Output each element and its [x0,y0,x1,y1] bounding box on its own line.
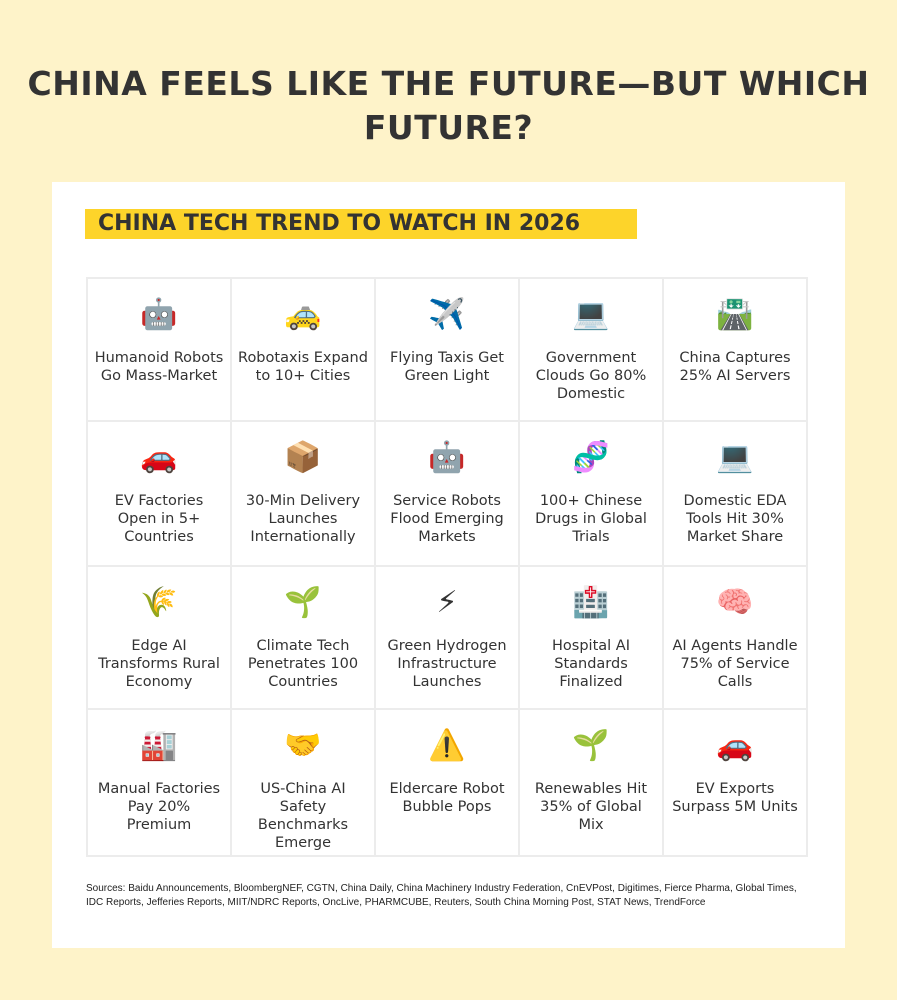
trend-cell: 🧠 AI Agents Handle 75% of Service Calls [663,566,807,709]
car-icon: 🚗 [716,728,754,763]
factory-icon: 🏭 [140,728,178,763]
seedling-icon: 🌱 [572,728,610,763]
brain-icon: 🧠 [716,585,754,620]
hospital-icon: 🏥 [572,585,610,620]
trend-label: Flying Taxis Get Green Light [390,350,504,384]
trend-card: CHINA TECH TREND TO WATCH IN 2026 🤖 Human… [52,182,845,948]
trend-label: Hospital AI Standards Finalized [552,638,630,690]
trend-label: Edge AI Transforms Rural Economy [98,638,220,690]
trend-label: China Captures 25% AI Servers [679,350,791,384]
trend-cell: ⚡ Green Hydrogen Infrastructure Launches [375,566,519,709]
wheat-icon: 🌾 [140,585,178,620]
trend-cell: 🌱 Climate Tech Penetrates 100 Countries [231,566,375,709]
trend-grid: 🤖 Humanoid Robots Go Mass-Market 🚕 Robotaxi… [86,277,808,857]
car-icon: 🚗 [140,440,178,475]
trend-cell: 🚕 Robotaxis Expand to 10+ Cities [231,278,375,421]
warning-icon: ⚠️ [428,728,466,763]
airplane-icon: ✈️ [428,297,466,332]
robot-icon: 🤖 [428,440,466,475]
lightning-icon: ⚡ [436,585,458,620]
trend-cell: 🌱 Renewables Hit 35% of Global Mix [519,709,663,856]
page-title: CHINA FEELS LIKE THE FUTURE—BUT WHICH FU… [27,64,870,147]
trend-label: Green Hydrogen Infrastructure Launches [387,638,507,690]
robot-icon: 🤖 [140,297,178,332]
trend-label: 30-Min Delivery Launches Internationally [245,493,361,545]
trend-label: Renewables Hit 35% of Global Mix [534,781,648,833]
trend-label: Service Robots Flood Emerging Markets [390,493,504,545]
trend-cell: 🏭 Manual Factories Pay 20% Premium [87,709,231,856]
trend-label: Humanoid Robots Go Mass-Market [94,350,224,384]
trend-cell: 🌾 Edge AI Transforms Rural Economy [87,566,231,709]
trend-label: AI Agents Handle 75% of Service Calls [672,638,798,690]
trend-cell: 🧬 100+ Chinese Drugs in Global Trials [519,421,663,566]
trend-label: Robotaxis Expand to 10+ Cities [238,350,368,384]
trend-cell: 💻 Domestic EDA Tools Hit 30% Market Share [663,421,807,566]
section-banner: CHINA TECH TREND TO WATCH IN 2026 [85,209,637,239]
trend-cell: 🛣️ China Captures 25% AI Servers [663,278,807,421]
trend-cell: 📦 30-Min Delivery Launches Internationall… [231,421,375,566]
road-icon: 🛣️ [716,297,754,332]
trend-cell: 🏥 Hospital AI Standards Finalized [519,566,663,709]
trend-label: US-China AI Safety Benchmarks Emerge [257,781,349,851]
taxi-icon: 🚕 [284,297,322,332]
trend-label: Government Clouds Go 80% Domestic [535,350,647,402]
trend-label: EV Factories Open in 5+ Countries [114,493,204,545]
handshake-icon: 🤝 [284,728,322,763]
trend-label: Climate Tech Penetrates 100 Countries [247,638,359,690]
trend-cell: 🤖 Service Robots Flood Emerging Markets [375,421,519,566]
trend-label: Eldercare Robot Bubble Pops [389,781,505,815]
package-icon: 📦 [284,440,322,475]
trend-label: EV Exports Surpass 5M Units [672,781,798,815]
trend-cell: 🚗 EV Factories Open in 5+ Countries [87,421,231,566]
trend-label: Domestic EDA Tools Hit 30% Market Share [683,493,787,545]
seedling-icon: 🌱 [284,585,322,620]
trend-cell: ⚠️ Eldercare Robot Bubble Pops [375,709,519,856]
trend-cell: ✈️ Flying Taxis Get Green Light [375,278,519,421]
trend-cell: 🤖 Humanoid Robots Go Mass-Market [87,278,231,421]
trend-label: 100+ Chinese Drugs in Global Trials [535,493,647,545]
trend-cell: 🤝 US-China AI Safety Benchmarks Emerge [231,709,375,856]
trend-cell: 💻 Government Clouds Go 80% Domestic [519,278,663,421]
trend-cell: 🚗 EV Exports Surpass 5M Units [663,709,807,856]
laptop-icon: 💻 [572,297,610,332]
sources-text: Sources: Baidu Announcements, BloombergN… [86,883,797,908]
laptop-icon: 💻 [716,440,754,475]
dna-icon: 🧬 [572,440,610,475]
trend-label: Manual Factories Pay 20% Premium [97,781,221,833]
